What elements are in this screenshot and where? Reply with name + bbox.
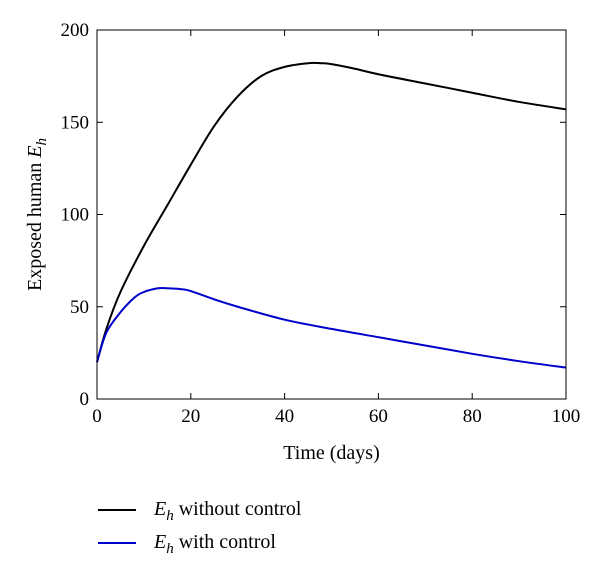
legend-symbol: E <box>153 498 166 520</box>
legend-label-with-control: Eh with control <box>153 531 276 557</box>
axis-ticks <box>96 29 567 400</box>
series-line-without-control <box>96 61 567 363</box>
x-tick-label: 0 <box>92 406 102 427</box>
x-tick-label: 40 <box>275 406 294 427</box>
y-tick-label: 200 <box>61 20 90 41</box>
y-axis-title-subscript: h <box>34 138 50 146</box>
legend-symbol: E <box>153 531 166 553</box>
y-tick-label: 100 <box>61 205 90 226</box>
legend: Eh without control Eh with control <box>98 498 302 557</box>
y-tick-label: 0 <box>80 389 90 410</box>
legend-series-name: without control <box>179 498 302 520</box>
legend-label-without-control: Eh without control <box>153 498 302 524</box>
x-tick-label: 60 <box>369 406 388 427</box>
x-axis-title: Time (days) <box>283 442 379 464</box>
y-axis-title: Exposed human Eh <box>24 138 50 291</box>
y-tick-label: 150 <box>61 112 90 133</box>
plot-frame <box>96 29 567 400</box>
y-tick-label: 50 <box>70 297 89 318</box>
legend-series-name: with control <box>179 531 277 553</box>
series-line-with-control <box>96 286 567 369</box>
x-tick-label: 20 <box>181 406 200 427</box>
plot-series <box>96 61 567 369</box>
y-axis-title-symbol: E <box>24 145 46 158</box>
axis-tick-labels: 0 20 40 60 80 100 0 50 100 150 200 <box>61 20 581 427</box>
y-axis-title-text: Exposed human <box>24 163 46 291</box>
legend-subscript: h <box>166 508 174 524</box>
legend-subscript: h <box>166 541 174 557</box>
x-tick-label: 100 <box>552 406 581 427</box>
x-tick-label: 80 <box>463 406 482 427</box>
